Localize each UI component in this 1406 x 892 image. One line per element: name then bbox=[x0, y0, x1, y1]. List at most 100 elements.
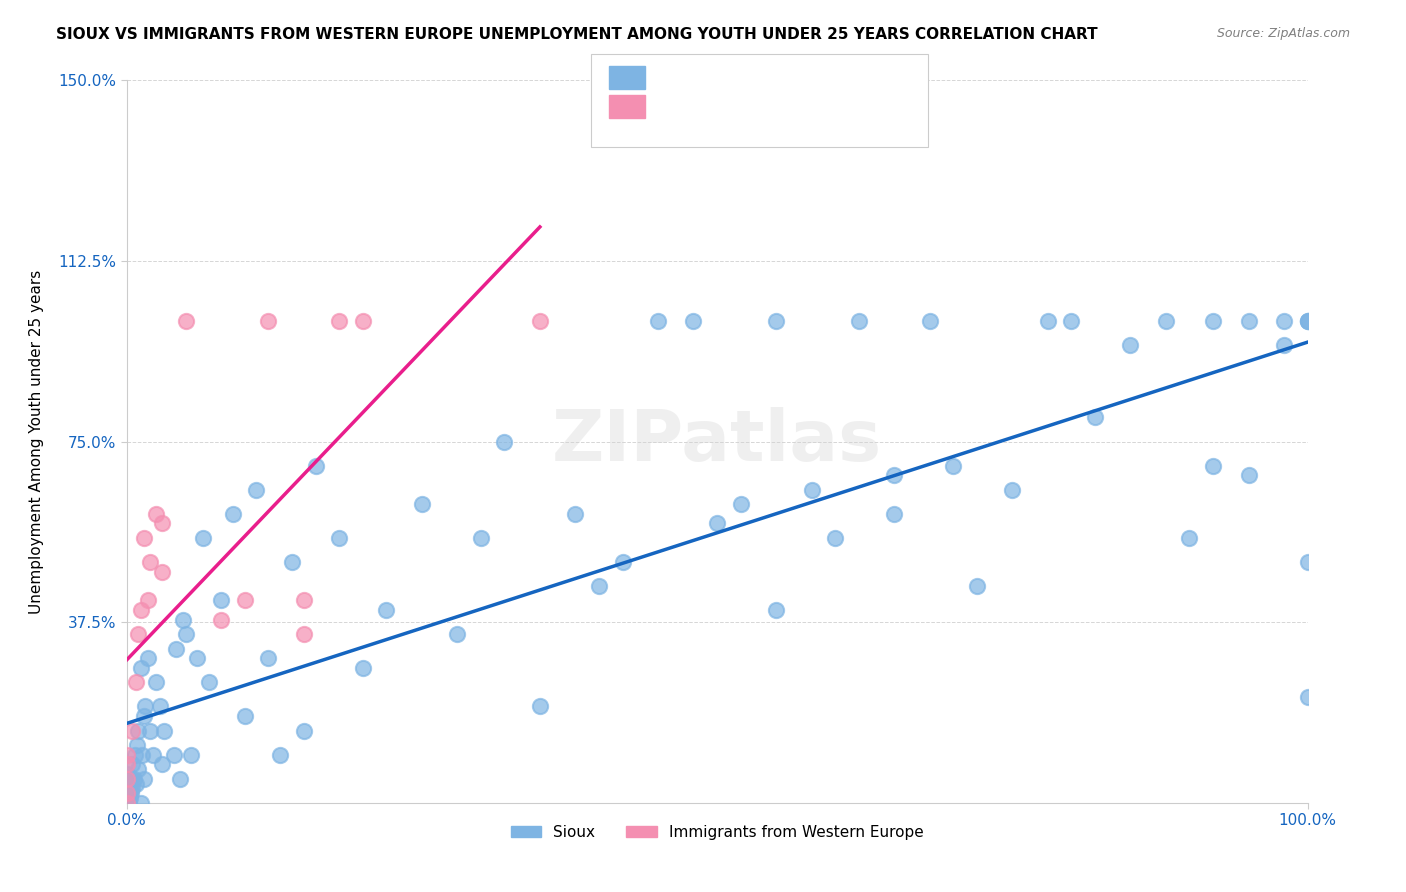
Point bbox=[115, 796, 138, 810]
Point bbox=[209, 593, 232, 607]
Point bbox=[150, 516, 173, 531]
Point bbox=[129, 661, 152, 675]
Point bbox=[494, 434, 516, 449]
Point bbox=[180, 747, 202, 762]
Text: R =  0.526   N =  96: R = 0.526 N = 96 bbox=[651, 70, 806, 84]
Point bbox=[174, 627, 197, 641]
Point bbox=[292, 723, 315, 738]
Point bbox=[1119, 338, 1142, 352]
Point bbox=[141, 747, 163, 762]
Point bbox=[1036, 314, 1059, 328]
Point bbox=[127, 738, 149, 752]
Point bbox=[115, 772, 138, 786]
Point bbox=[136, 651, 159, 665]
Point bbox=[706, 516, 728, 531]
Point bbox=[375, 603, 398, 617]
Point bbox=[209, 613, 232, 627]
Point bbox=[1202, 458, 1225, 473]
Point bbox=[682, 314, 704, 328]
Point bbox=[127, 762, 149, 776]
Point bbox=[174, 314, 197, 328]
Point bbox=[848, 314, 870, 328]
Point bbox=[115, 786, 138, 800]
Point bbox=[1237, 468, 1260, 483]
Point bbox=[115, 757, 138, 772]
Point bbox=[125, 776, 148, 790]
Point bbox=[139, 555, 162, 569]
Point bbox=[883, 507, 905, 521]
Point bbox=[470, 531, 492, 545]
Text: R =  0.800   N =  24: R = 0.800 N = 24 bbox=[651, 98, 806, 112]
Point bbox=[129, 603, 152, 617]
Point bbox=[942, 458, 965, 473]
Point bbox=[134, 709, 156, 723]
Point bbox=[1296, 555, 1319, 569]
Point bbox=[352, 661, 374, 675]
Point bbox=[120, 791, 142, 805]
Point bbox=[1154, 314, 1177, 328]
Point bbox=[115, 796, 138, 810]
Point bbox=[883, 468, 905, 483]
Text: ZIPatlas: ZIPatlas bbox=[553, 407, 882, 476]
Point bbox=[169, 772, 191, 786]
Point bbox=[529, 314, 551, 328]
Point bbox=[134, 531, 156, 545]
Point bbox=[127, 627, 149, 641]
Point bbox=[245, 483, 267, 497]
Point bbox=[765, 314, 787, 328]
Point bbox=[233, 593, 256, 607]
Point bbox=[222, 507, 245, 521]
Point bbox=[328, 531, 350, 545]
Point bbox=[150, 565, 173, 579]
Point bbox=[1296, 314, 1319, 328]
Point bbox=[304, 458, 326, 473]
Point bbox=[446, 627, 468, 641]
Point bbox=[129, 796, 152, 810]
Point bbox=[121, 757, 143, 772]
Point bbox=[257, 651, 280, 665]
Point bbox=[118, 796, 141, 810]
Point bbox=[127, 723, 149, 738]
Point bbox=[115, 791, 138, 805]
Point bbox=[122, 772, 145, 786]
Point bbox=[120, 786, 142, 800]
Point bbox=[124, 747, 146, 762]
Point bbox=[1237, 314, 1260, 328]
Point bbox=[145, 675, 167, 690]
Point bbox=[115, 796, 138, 810]
Point bbox=[121, 781, 143, 796]
Point bbox=[352, 314, 374, 328]
Point bbox=[120, 772, 142, 786]
Point bbox=[120, 781, 142, 796]
Point bbox=[257, 314, 280, 328]
Point bbox=[121, 723, 143, 738]
Point bbox=[647, 314, 669, 328]
Point bbox=[564, 507, 586, 521]
Point bbox=[131, 747, 153, 762]
Point bbox=[1272, 338, 1295, 352]
Point bbox=[125, 675, 148, 690]
Point bbox=[149, 699, 172, 714]
Point bbox=[115, 767, 138, 781]
Point bbox=[165, 641, 187, 656]
Point bbox=[1202, 314, 1225, 328]
Point bbox=[1296, 690, 1319, 704]
Point bbox=[966, 579, 988, 593]
Point bbox=[134, 772, 156, 786]
Point bbox=[824, 531, 846, 545]
Point bbox=[269, 747, 291, 762]
Point bbox=[529, 699, 551, 714]
Point bbox=[198, 675, 221, 690]
Point bbox=[115, 747, 138, 762]
Point bbox=[765, 603, 787, 617]
Point bbox=[139, 723, 162, 738]
Point bbox=[1296, 314, 1319, 328]
Point bbox=[150, 757, 173, 772]
Y-axis label: Unemployment Among Youth under 25 years: Unemployment Among Youth under 25 years bbox=[30, 269, 44, 614]
Point bbox=[163, 747, 186, 762]
Point bbox=[115, 776, 138, 790]
Point bbox=[292, 593, 315, 607]
Point bbox=[1272, 314, 1295, 328]
Point bbox=[153, 723, 176, 738]
Point bbox=[186, 651, 208, 665]
